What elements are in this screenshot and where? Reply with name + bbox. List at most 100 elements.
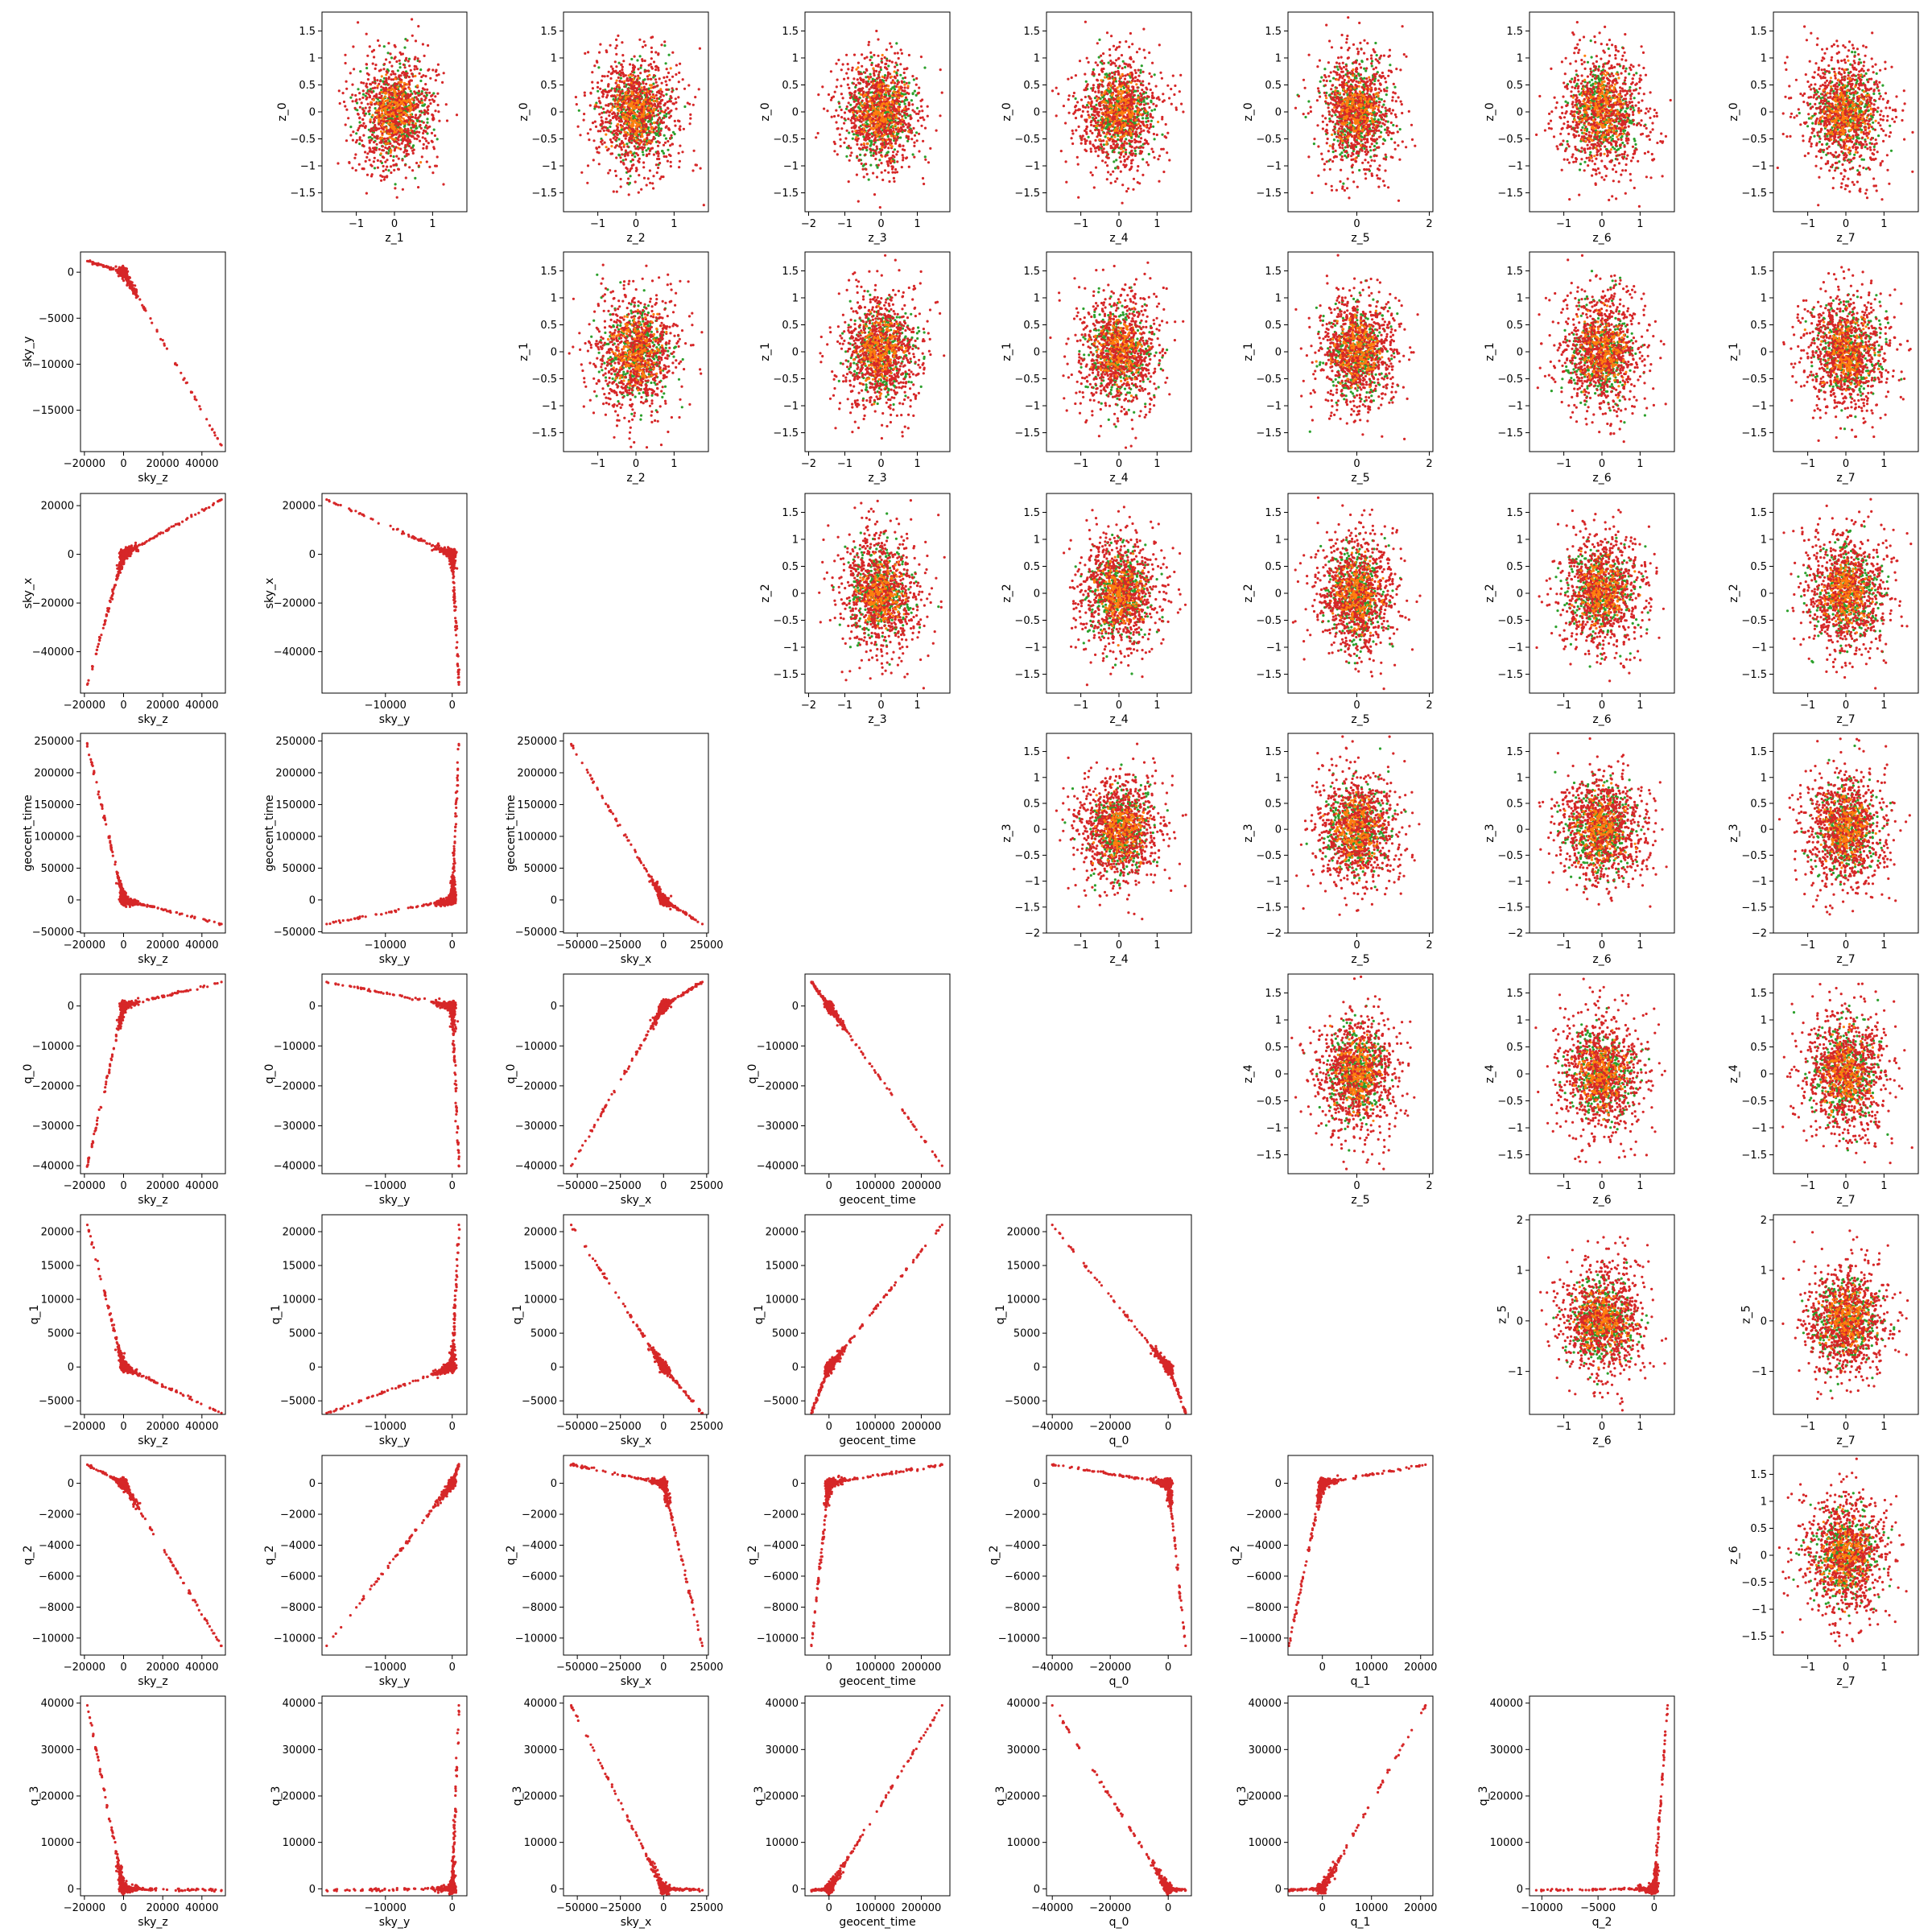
data-point <box>422 136 424 138</box>
data-point <box>368 113 370 115</box>
data-point <box>390 149 392 151</box>
data-point <box>358 98 361 101</box>
data-point <box>385 112 387 114</box>
data-point <box>363 114 365 117</box>
data-point <box>349 134 352 136</box>
data-point <box>407 132 410 134</box>
data-point <box>380 105 382 108</box>
data-point <box>383 63 386 65</box>
data-point <box>382 145 384 147</box>
data-point <box>351 84 353 86</box>
data-point <box>401 131 403 134</box>
data-point <box>416 98 419 101</box>
data-point <box>418 94 420 97</box>
data-point <box>365 192 368 195</box>
data-point <box>412 109 415 111</box>
data-point <box>436 93 439 95</box>
data-point <box>402 94 404 97</box>
data-point <box>349 97 352 99</box>
data-point <box>353 68 355 70</box>
data-point <box>351 93 353 96</box>
data-point <box>397 168 399 171</box>
data-point <box>398 135 401 138</box>
data-point <box>373 118 375 121</box>
data-point <box>428 166 431 168</box>
data-point <box>408 58 411 60</box>
data-point <box>417 186 419 188</box>
data-point <box>366 174 369 176</box>
data-point <box>424 138 427 140</box>
data-point <box>388 111 390 114</box>
data-point <box>421 155 423 158</box>
data-point <box>403 99 406 101</box>
data-point <box>393 109 395 112</box>
data-point <box>411 35 414 37</box>
data-point <box>433 129 436 131</box>
data-point <box>425 97 427 99</box>
data-point <box>395 155 398 158</box>
data-point <box>424 130 427 133</box>
scatter-points <box>336 18 458 198</box>
data-point <box>426 94 428 97</box>
data-point <box>387 52 390 54</box>
data-point <box>355 169 357 171</box>
data-point <box>429 102 431 105</box>
data-point <box>398 60 401 62</box>
data-point <box>397 147 399 149</box>
data-point <box>426 118 428 120</box>
data-point <box>398 63 401 65</box>
data-point <box>400 91 402 93</box>
data-point <box>395 133 398 135</box>
data-point <box>402 111 405 114</box>
data-point <box>347 117 349 119</box>
data-point <box>378 118 380 120</box>
data-point <box>369 106 371 109</box>
data-point <box>390 151 392 154</box>
data-point <box>411 116 413 118</box>
data-point <box>374 167 376 169</box>
data-point <box>393 72 395 75</box>
data-point <box>425 140 427 142</box>
data-point <box>390 93 393 95</box>
data-point <box>377 135 379 138</box>
data-point <box>369 147 371 149</box>
data-point <box>390 101 393 103</box>
data-point <box>408 98 411 101</box>
data-point <box>365 67 368 69</box>
data-point <box>396 196 398 199</box>
data-point <box>365 86 368 89</box>
data-point <box>436 155 439 158</box>
data-point <box>386 166 388 168</box>
data-point <box>391 138 394 140</box>
data-point <box>339 102 341 105</box>
data-point <box>385 58 387 60</box>
data-point <box>374 103 376 105</box>
data-point <box>419 120 421 122</box>
data-point <box>374 68 377 70</box>
data-point <box>377 159 379 162</box>
data-point <box>419 72 421 75</box>
data-point <box>422 132 424 134</box>
data-point <box>408 88 411 90</box>
data-point <box>434 165 436 167</box>
data-point <box>378 148 381 151</box>
data-point <box>392 70 394 72</box>
data-point <box>371 81 374 84</box>
data-point <box>378 114 381 116</box>
data-point <box>414 65 416 68</box>
data-point <box>391 88 394 90</box>
data-point <box>367 93 369 95</box>
data-point <box>432 118 435 120</box>
data-point <box>379 102 382 105</box>
data-point <box>404 164 407 167</box>
data-point <box>377 167 379 169</box>
data-point <box>358 92 361 94</box>
data-point <box>354 94 357 97</box>
data-point <box>394 138 396 141</box>
data-point <box>393 169 395 171</box>
data-point <box>393 86 395 89</box>
data-point <box>426 92 428 94</box>
data-point <box>419 140 421 142</box>
data-point <box>427 109 429 111</box>
data-point <box>369 101 372 104</box>
